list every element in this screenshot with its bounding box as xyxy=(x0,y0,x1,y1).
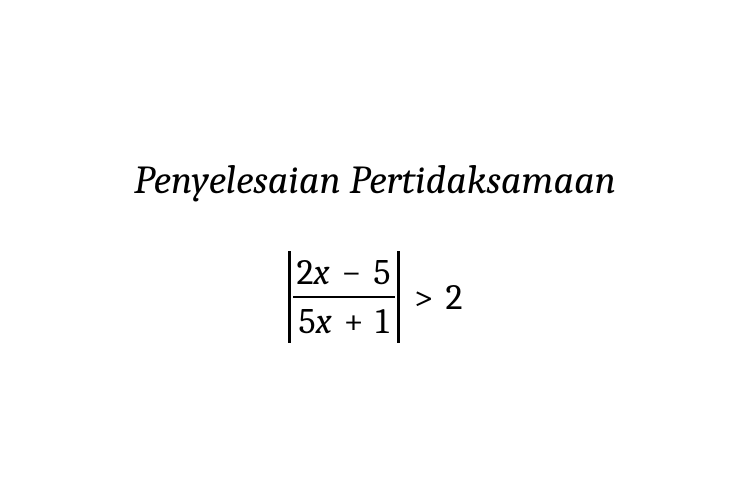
abs-bar-left xyxy=(288,251,291,343)
num-var: x xyxy=(314,252,330,293)
num-const: 5 xyxy=(373,252,390,293)
num-coef: 2 xyxy=(297,252,314,293)
absolute-value: 2x − 5 5x + 1 xyxy=(288,251,400,343)
inequality-expression: 2x − 5 5x + 1 > 2 xyxy=(288,251,463,343)
page-title: Penyelesaian Pertidaksamaan xyxy=(134,157,616,203)
den-coef: 5 xyxy=(299,301,316,342)
denominator: 5x + 1 xyxy=(295,298,393,343)
den-const: 1 xyxy=(375,301,388,342)
relation-symbol: > xyxy=(414,277,434,318)
fraction: 2x − 5 5x + 1 xyxy=(293,251,395,343)
den-var: x xyxy=(316,301,332,342)
den-op: + xyxy=(344,301,364,342)
rhs-value: 2 xyxy=(445,277,462,318)
num-op: − xyxy=(342,252,362,293)
numerator: 2x − 5 xyxy=(293,251,395,296)
abs-bar-right xyxy=(397,251,400,343)
